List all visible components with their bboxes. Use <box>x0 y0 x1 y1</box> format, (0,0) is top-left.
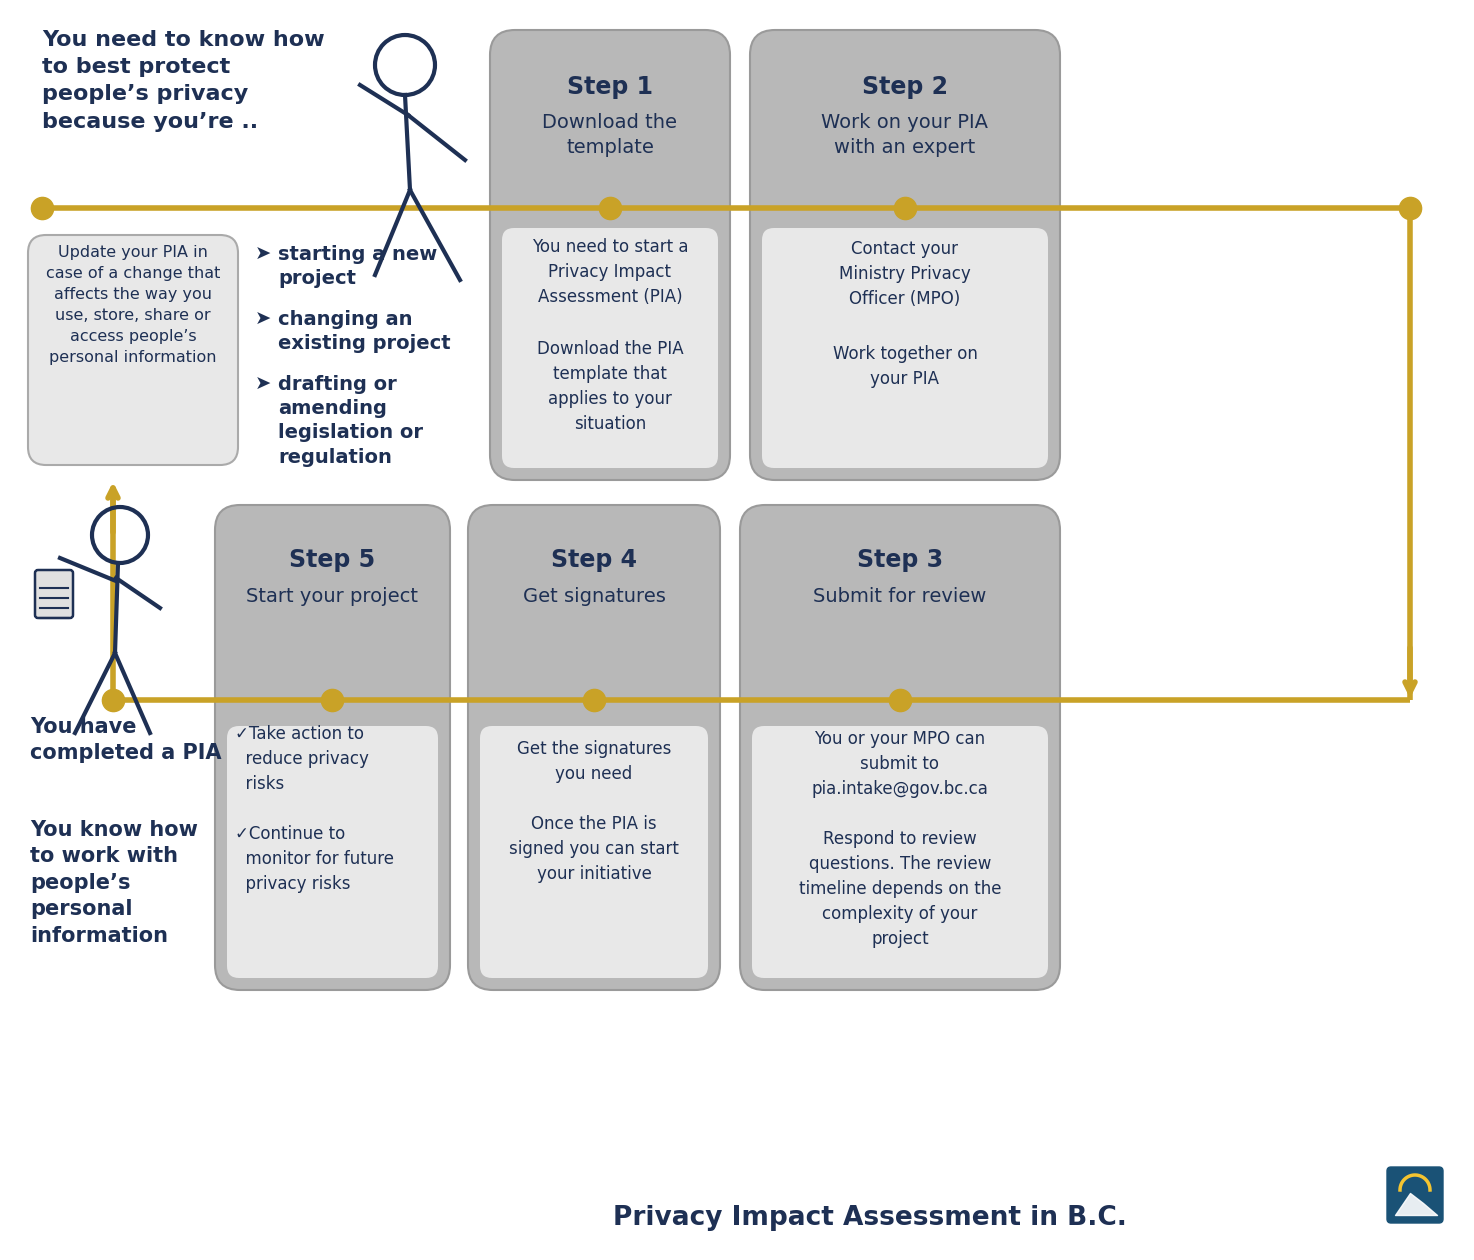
Text: Step 1: Step 1 <box>567 76 653 100</box>
Text: ➤: ➤ <box>255 375 271 394</box>
Text: Download the PIA
template that
applies to your
situation: Download the PIA template that applies t… <box>537 340 684 433</box>
Text: Contact your
Ministry Privacy
Officer (MPO): Contact your Ministry Privacy Officer (M… <box>839 239 971 307</box>
FancyBboxPatch shape <box>35 570 74 617</box>
Text: drafting or
amending
legislation or
regulation: drafting or amending legislation or regu… <box>279 375 423 466</box>
Text: Get the signatures
you need: Get the signatures you need <box>517 740 671 782</box>
Text: Submit for review: Submit for review <box>814 587 986 606</box>
FancyBboxPatch shape <box>489 30 730 480</box>
FancyBboxPatch shape <box>750 30 1060 480</box>
Text: Start your project: Start your project <box>246 587 419 606</box>
FancyBboxPatch shape <box>215 505 450 990</box>
Text: Step 2: Step 2 <box>862 76 948 100</box>
Text: ➤: ➤ <box>255 244 271 265</box>
Text: starting a new
project: starting a new project <box>279 244 438 289</box>
Text: You need to know how
to best protect
people’s privacy
because you’re ..: You need to know how to best protect peo… <box>41 30 324 131</box>
Text: Respond to review
questions. The review
timeline depends on the
complexity of yo: Respond to review questions. The review … <box>799 830 1001 948</box>
FancyBboxPatch shape <box>1387 1167 1443 1223</box>
FancyBboxPatch shape <box>762 228 1048 467</box>
Text: Step 3: Step 3 <box>856 548 943 572</box>
Text: You or your MPO can
submit to
pia.intake@gov.bc.ca: You or your MPO can submit to pia.intake… <box>812 730 989 798</box>
Text: Download the
template: Download the template <box>542 113 678 158</box>
Text: Step 5: Step 5 <box>289 548 376 572</box>
Text: Get signatures: Get signatures <box>523 587 665 606</box>
Text: Work together on
your PIA: Work together on your PIA <box>833 345 977 388</box>
FancyBboxPatch shape <box>752 726 1048 978</box>
Text: You need to start a
Privacy Impact
Assessment (PIA): You need to start a Privacy Impact Asses… <box>532 238 688 306</box>
Text: You have
completed a PIA: You have completed a PIA <box>29 717 221 764</box>
Text: You know how
to work with
people’s
personal
information: You know how to work with people’s perso… <box>29 820 198 945</box>
Text: Work on your PIA
with an expert: Work on your PIA with an expert <box>821 113 989 158</box>
Text: ✓Take action to
  reduce privacy
  risks

✓Continue to
  monitor for future
  pr: ✓Take action to reduce privacy risks ✓Co… <box>234 724 394 893</box>
FancyBboxPatch shape <box>481 726 708 978</box>
FancyBboxPatch shape <box>740 505 1060 990</box>
FancyBboxPatch shape <box>503 228 718 467</box>
FancyBboxPatch shape <box>469 505 719 990</box>
FancyBboxPatch shape <box>28 236 237 465</box>
Text: Once the PIA is
signed you can start
your initiative: Once the PIA is signed you can start you… <box>509 815 680 883</box>
FancyBboxPatch shape <box>227 726 438 978</box>
Text: Privacy Impact Assessment in B.C.: Privacy Impact Assessment in B.C. <box>613 1205 1128 1231</box>
Text: Step 4: Step 4 <box>551 548 637 572</box>
Text: Update your PIA in
case of a change that
affects the way you
use, store, share o: Update your PIA in case of a change that… <box>46 244 220 365</box>
Text: changing an
existing project: changing an existing project <box>279 310 451 353</box>
Text: ➤: ➤ <box>255 310 271 329</box>
